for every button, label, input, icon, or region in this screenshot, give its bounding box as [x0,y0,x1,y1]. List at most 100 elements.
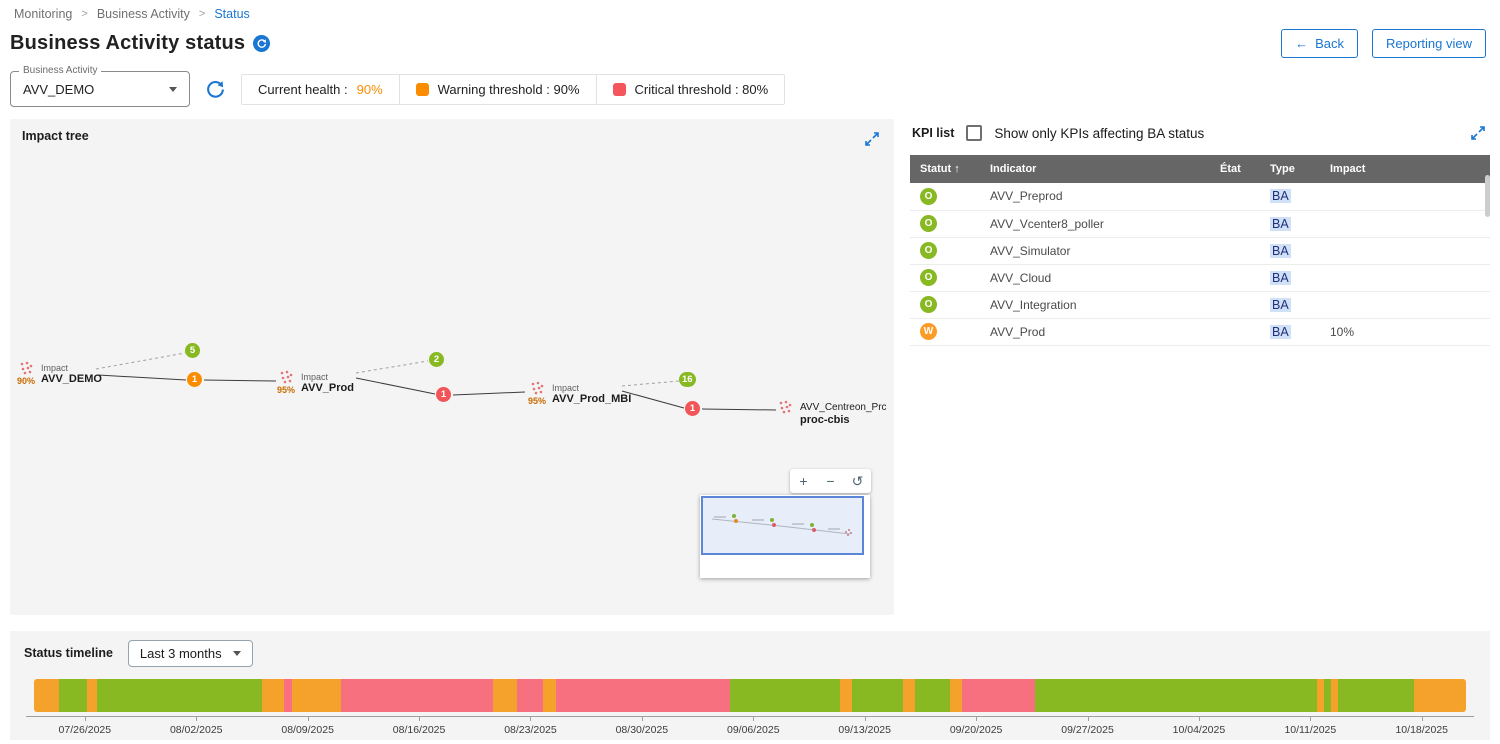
timeline-axis: 07/26/2025 08/02/2025 08/09/2025 08/16/2025… [26,716,1474,744]
reporting-view-label: Reporting view [1386,35,1472,51]
timeline-segment-critical[interactable] [516,679,543,712]
breadcrumb-status[interactable]: Status [214,6,250,21]
column-header-statut[interactable]: Statut ↑ [910,155,980,183]
timeline-segment-ok[interactable] [96,679,262,712]
timeline-segment-ok[interactable] [730,679,841,712]
business-activity-select[interactable]: Business Activity AVV_DEMO [10,65,190,107]
timeline-segment-warning[interactable] [261,679,285,712]
tree-node-avv-centreon-proc[interactable]: AVV_Centreon_Prc proc-cbis [775,400,887,428]
timeline-segment-ok[interactable] [58,679,87,712]
breadcrumb-monitoring[interactable]: Monitoring [14,6,73,21]
status-timeline-title: Status timeline [24,646,113,660]
axis-date-label: 09/06/2025 [727,724,780,736]
kpi-indicator[interactable]: AVV_Vcenter8_poller [980,210,1210,238]
axis-tick [864,716,866,721]
tree-node-avv-prod-mbi[interactable]: 95% Impact AVV_Prod_MBI [527,381,631,407]
timeline-segment-warning[interactable] [840,679,853,712]
auto-refresh-icon[interactable] [253,34,271,52]
timeline-segment-warning[interactable] [492,679,517,712]
kpi-scrollbar-thumb[interactable] [1485,175,1490,217]
critical-swatch-icon [612,82,626,96]
timeline-segment-warning[interactable] [1317,679,1325,712]
expand-kpi-list-button[interactable] [1468,123,1488,143]
timeline-segment-critical[interactable] [555,679,731,712]
breadcrumb-business-activity[interactable]: Business Activity [96,6,190,21]
kpi-indicator[interactable]: AVV_Integration [980,291,1210,319]
axis-date-label: 08/23/2025 [504,724,557,736]
timeline-segment-critical[interactable] [962,679,1035,712]
timeline-segment-warning[interactable] [292,679,342,712]
kpi-etat [1210,264,1260,292]
axis-tick [307,716,309,721]
kpi-etat [1210,318,1260,346]
ok-count-badge[interactable]: 16 [679,372,696,387]
kpi-list-panel: KPI list Show only KPIs affecting BA sta… [910,119,1490,615]
column-header-indicator[interactable]: Indicator [980,155,1210,183]
node-impact-label: Impact [41,363,69,373]
critical-count-badge[interactable]: 1 [436,387,451,402]
ok-count-badge[interactable]: 5 [185,343,200,358]
kpi-row[interactable]: W AVV_Prod BA 10% [910,318,1490,346]
kpi-row[interactable]: O AVV_Vcenter8_poller BA [910,210,1490,238]
kpi-impact [1320,291,1490,319]
critical-threshold-chip: Critical threshold : 80% [595,73,786,105]
timeline-segment-warning[interactable] [86,679,97,712]
tree-node-avv-demo[interactable]: 90% Impact AVV_DEMO [16,361,102,387]
axis-line [26,716,1474,717]
kpi-row[interactable]: O AVV_Cloud BA [910,264,1490,292]
refresh-button[interactable] [205,79,226,100]
zoom-reset-button[interactable]: ↺ [844,469,871,493]
column-header-type[interactable]: Type [1260,155,1320,183]
timeline-segment-warning[interactable] [542,679,556,712]
kpi-etat [1210,237,1260,265]
page-title: Business Activity status [10,31,246,54]
axis-date-label: 09/20/2025 [949,724,1003,736]
node-name-line2: proc-cbis [800,414,850,426]
reporting-view-button[interactable]: Reporting view [1372,28,1486,58]
node-name: AVV_Prod_MBI [552,393,632,406]
kpi-row[interactable]: O AVV_Simulator BA [910,237,1490,265]
timeline-segment-warning[interactable] [1331,679,1339,712]
timeline-segment-warning[interactable] [903,679,916,712]
kpi-indicator[interactable]: AVV_Prod [980,318,1210,346]
expand-impact-tree-button[interactable] [862,129,882,149]
kpi-type-chip: BA [1270,189,1291,204]
minimap-viewport[interactable] [701,496,864,555]
zoom-in-button[interactable]: + [790,469,817,493]
zoom-controls: + − ↺ [790,469,871,493]
status-badge: O [920,296,937,313]
kpi-row[interactable]: O AVV_Preprod BA [910,183,1490,211]
kpi-indicator[interactable]: AVV_Preprod [980,183,1210,211]
timeline-segment-warning[interactable] [950,679,963,712]
timeline-segment-critical[interactable] [341,679,493,712]
back-button[interactable]: ← Back [1281,28,1358,58]
back-arrow-icon: ← [1295,35,1309,51]
axis-tick [1198,716,1200,721]
timeline-segment-ok[interactable] [852,679,904,712]
warning-count-badge[interactable]: 1 [187,372,202,387]
timeline-range-select[interactable]: Last 3 months [127,639,253,667]
axis-tick [641,716,643,721]
zoom-out-button[interactable]: − [817,469,844,493]
column-header-etat[interactable]: État [1210,155,1260,183]
critical-count-badge[interactable]: 1 [685,401,700,416]
timeline-segment-ok[interactable] [1034,679,1318,712]
column-header-impact[interactable]: Impact [1320,155,1490,183]
timeline-segment-ok[interactable] [915,679,951,712]
timeline-segment-ok[interactable] [1324,679,1332,712]
timeline-segment-ok[interactable] [1338,679,1414,712]
chevron-down-icon [232,650,241,656]
ok-count-badge[interactable]: 2 [429,352,444,367]
warning-swatch-icon [415,82,429,96]
kpi-indicator[interactable]: AVV_Cloud [980,264,1210,292]
kpi-indicator[interactable]: AVV_Simulator [980,237,1210,265]
node-health: 90% [16,376,35,386]
minimap[interactable] [700,495,870,578]
timeline-segment-critical[interactable] [284,679,293,712]
timeline-segment-warning[interactable] [34,679,59,712]
tree-node-avv-prod[interactable]: 95% Impact AVV_Prod [276,370,354,396]
timeline-segment-warning[interactable] [1413,679,1466,712]
show-only-kpis-checkbox[interactable] [966,125,983,141]
kpi-row[interactable]: O AVV_Integration BA [910,291,1490,319]
axis-tick [84,716,86,721]
